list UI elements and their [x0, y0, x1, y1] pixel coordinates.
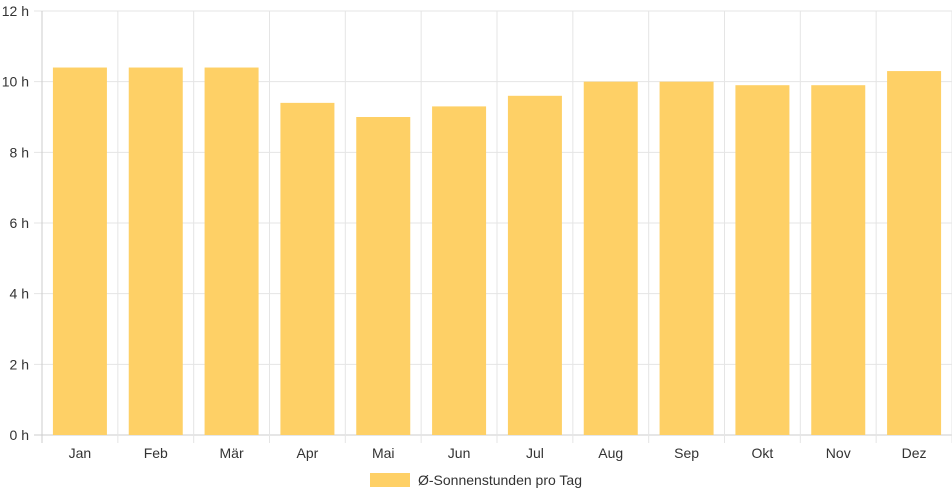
x-tick-label: Jul: [526, 445, 544, 461]
y-tick-label: 12 h: [2, 3, 29, 19]
x-tick-label: Jun: [448, 445, 471, 461]
bar-jan[interactable]: [52, 67, 107, 436]
y-tick-label: 8 h: [10, 144, 29, 160]
x-tick-label: Nov: [826, 445, 851, 461]
x-tick-label: Mär: [220, 445, 244, 461]
y-tick-label: 4 h: [10, 286, 29, 302]
bars: [52, 67, 942, 436]
bar-jun[interactable]: [432, 106, 487, 436]
bar-mai[interactable]: [356, 117, 411, 435]
y-tick-label: 2 h: [10, 356, 29, 372]
legend[interactable]: Ø-Sonnenstunden pro Tag: [370, 472, 582, 488]
x-tick-label: Mai: [372, 445, 395, 461]
y-axis-ticks: 0 h 2 h 4 h 6 h 8 h 10 h 12 h: [2, 3, 29, 443]
bar-mär[interactable]: [204, 67, 259, 436]
x-tick-label: Sep: [674, 445, 699, 461]
y-tick-label: 0 h: [10, 427, 29, 443]
x-axis-ticks: Jan Feb Mär Apr Mai Jun Jul Aug Sep Okt Nov Dez: [69, 445, 927, 461]
x-tick-label: Aug: [598, 445, 623, 461]
bar-dez[interactable]: [887, 71, 942, 436]
bar-jul[interactable]: [507, 95, 562, 436]
y-tick-label: 10 h: [2, 74, 29, 90]
bar-apr[interactable]: [280, 102, 335, 435]
bar-okt[interactable]: [735, 85, 790, 435]
bar-nov[interactable]: [811, 85, 866, 435]
x-tick-label: Apr: [297, 445, 319, 461]
legend-swatch: [370, 473, 410, 487]
x-tick-label: Dez: [902, 445, 927, 461]
grid-lines: [34, 10, 952, 443]
bar-aug[interactable]: [583, 81, 638, 436]
x-tick-label: Okt: [752, 445, 774, 461]
bar-feb[interactable]: [128, 67, 183, 436]
x-tick-label: Feb: [144, 445, 168, 461]
bar-sep[interactable]: [659, 81, 714, 436]
y-tick-label: 6 h: [10, 215, 29, 231]
legend-label: Ø-Sonnenstunden pro Tag: [418, 472, 582, 488]
x-tick-label: Jan: [69, 445, 92, 461]
